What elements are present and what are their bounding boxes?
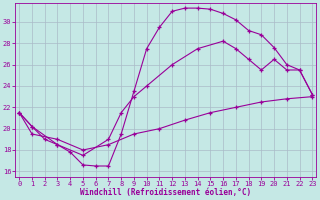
X-axis label: Windchill (Refroidissement éolien,°C): Windchill (Refroidissement éolien,°C) [80,188,251,197]
